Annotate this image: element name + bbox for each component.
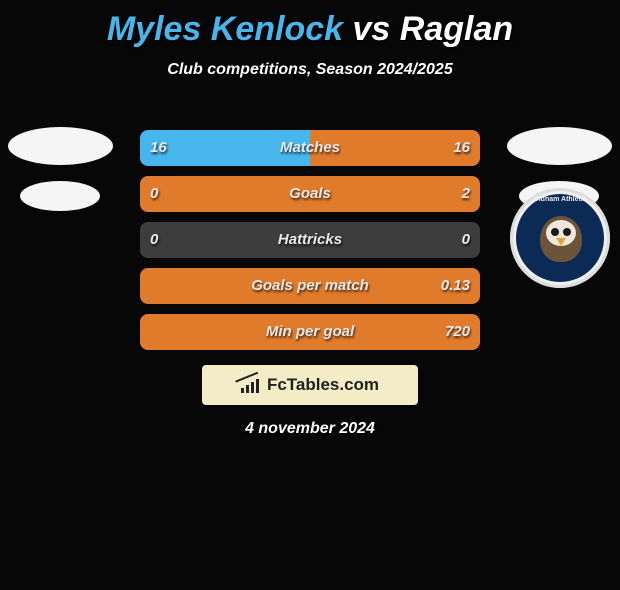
stat-label: Goals [140,176,480,212]
stat-value-player2: 0 [462,222,470,258]
stat-value-player2: 16 [453,130,470,166]
stat-label: Matches [140,130,480,166]
player1-name: Myles Kenlock [107,10,343,48]
branding-badge: FcTables.com [202,365,418,405]
stat-value-player2: 720 [445,314,470,350]
stat-bars: Matches1616Goals02Hattricks00Goals per m… [140,130,480,360]
stat-label: Hattricks [140,222,480,258]
stat-value-player1: 0 [150,176,158,212]
stat-label: Min per goal [140,314,480,350]
comparison-card: Myles Kenlock vs Raglan Club competition… [0,10,620,590]
avatar-head-placeholder [8,127,113,165]
subtitle: Club competitions, Season 2024/2025 [0,61,620,79]
player2-name: Raglan [400,10,513,48]
snapshot-date: 4 november 2024 [0,420,620,438]
stat-value-player1: 16 [150,130,167,166]
stat-row: Matches16 16 [140,130,480,166]
badge-text: Oldham Athletic [510,196,610,203]
owl-eye-right [563,228,571,236]
player2-club-badge: Oldham Athletic [510,188,610,288]
avatar-body-placeholder [20,181,100,211]
stat-row: Goals0 2 [140,176,480,212]
branding-text: FcTables.com [267,375,379,395]
stat-row: Min per goal720 [140,314,480,350]
owl-eye-left [551,228,559,236]
stat-label: Goals per match [140,268,480,304]
stat-row: Hattricks0 0 [140,222,480,258]
page-title: Myles Kenlock vs Raglan [0,10,620,49]
owl-beak [556,238,566,246]
avatar-head-placeholder [507,127,612,165]
player1-avatar [8,127,113,229]
vs-separator: vs [353,10,391,48]
stat-value-player2: 2 [462,176,470,212]
brand-chart-icon [241,377,263,393]
stat-value-player1: 0 [150,222,158,258]
stat-row: Goals per match0.13 [140,268,480,304]
stat-value-player2: 0.13 [441,268,470,304]
